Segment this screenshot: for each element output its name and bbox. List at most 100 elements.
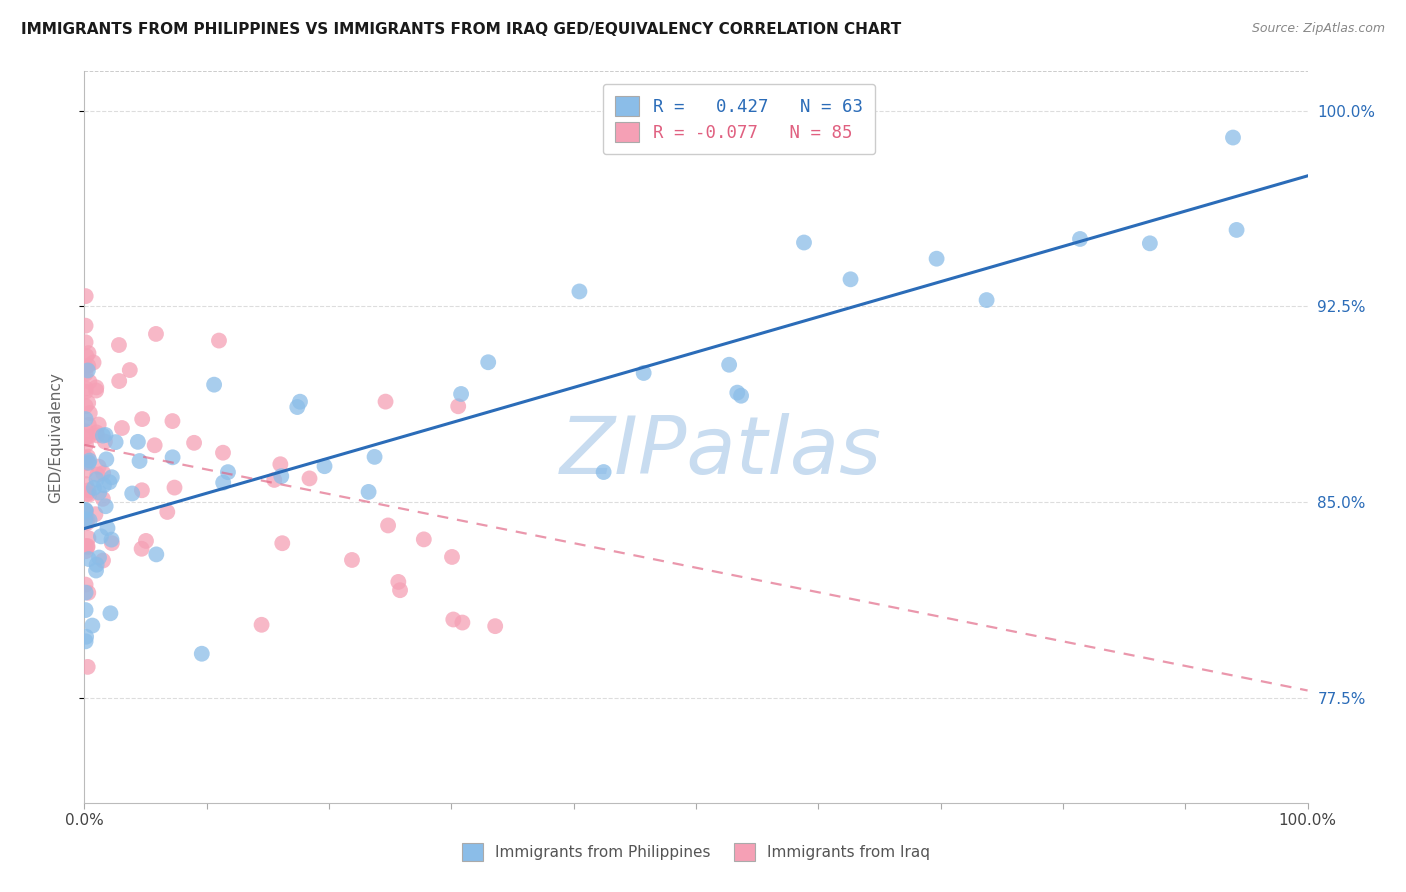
- Point: [793, 235, 815, 250]
- Point: [75, 335, 97, 350]
- Point: [75, 464, 97, 478]
- Point: [86, 428, 108, 442]
- Point: [75, 367, 97, 381]
- Point: [77, 456, 100, 470]
- Point: [75, 318, 97, 333]
- Point: [76, 660, 98, 674]
- Point: [101, 470, 124, 484]
- Point: [484, 619, 506, 633]
- Point: [75, 577, 97, 591]
- Point: [77, 483, 100, 498]
- Point: [96, 452, 118, 467]
- Point: [75, 360, 97, 375]
- Point: [75, 585, 97, 599]
- Point: [730, 389, 752, 403]
- Point: [75, 431, 97, 445]
- Point: [412, 533, 434, 547]
- Point: [314, 459, 336, 474]
- Point: [75, 504, 97, 518]
- Point: [592, 465, 614, 479]
- Point: [75, 539, 97, 553]
- Point: [76, 363, 98, 377]
- Point: [96, 521, 118, 535]
- Point: [86, 425, 108, 440]
- Point: [357, 484, 380, 499]
- Point: [77, 417, 100, 432]
- Point: [363, 450, 385, 464]
- Point: [98, 475, 121, 490]
- Point: [75, 544, 97, 558]
- Point: [75, 456, 97, 470]
- Point: [263, 473, 285, 487]
- Point: [477, 355, 499, 369]
- Point: [288, 394, 311, 409]
- Text: ZIPatlas: ZIPatlas: [560, 413, 882, 491]
- Point: [79, 375, 101, 389]
- Point: [1069, 232, 1091, 246]
- Point: [79, 453, 101, 467]
- Point: [83, 481, 105, 495]
- Point: [202, 377, 225, 392]
- Point: [77, 552, 100, 566]
- Point: [163, 481, 186, 495]
- Point: [447, 399, 470, 413]
- Point: [75, 438, 97, 452]
- Point: [121, 486, 143, 500]
- Point: [91, 428, 114, 442]
- Point: [76, 539, 98, 553]
- Point: [91, 553, 114, 567]
- Point: [377, 518, 399, 533]
- Point: [108, 374, 131, 388]
- Point: [77, 396, 100, 410]
- Point: [83, 355, 105, 369]
- Point: [725, 385, 748, 400]
- Point: [212, 446, 235, 460]
- Point: [91, 491, 114, 506]
- Point: [90, 529, 112, 543]
- Point: [131, 483, 153, 498]
- Point: [84, 380, 107, 394]
- Point: [84, 507, 107, 521]
- Point: [75, 381, 97, 395]
- Point: [340, 553, 363, 567]
- Point: [441, 613, 464, 627]
- Point: [270, 469, 292, 483]
- Point: [75, 349, 97, 363]
- Point: [285, 400, 308, 414]
- Legend: Immigrants from Philippines, Immigrants from Iraq: Immigrants from Philippines, Immigrants …: [454, 836, 938, 868]
- Point: [250, 617, 273, 632]
- Point: [156, 505, 179, 519]
- Point: [77, 346, 100, 360]
- Point: [450, 387, 472, 401]
- Point: [76, 512, 98, 526]
- Point: [131, 541, 153, 556]
- Point: [75, 630, 97, 644]
- Point: [128, 454, 150, 468]
- Point: [212, 475, 235, 490]
- Point: [82, 618, 104, 632]
- Point: [131, 412, 153, 426]
- Point: [86, 558, 108, 572]
- Point: [75, 603, 97, 617]
- Point: [87, 550, 110, 565]
- Point: [568, 285, 591, 299]
- Point: [718, 358, 741, 372]
- Point: [91, 466, 114, 480]
- Point: [269, 457, 291, 471]
- Point: [925, 252, 948, 266]
- Point: [100, 607, 122, 621]
- Point: [75, 507, 97, 521]
- Point: [75, 634, 97, 648]
- Point: [75, 477, 97, 491]
- Point: [208, 334, 231, 348]
- Y-axis label: GED/Equivalency: GED/Equivalency: [49, 372, 63, 502]
- Point: [111, 421, 134, 435]
- Point: [76, 516, 98, 530]
- Point: [77, 450, 100, 464]
- Point: [86, 467, 108, 482]
- Point: [633, 366, 655, 380]
- Point: [217, 465, 239, 479]
- Point: [451, 615, 474, 630]
- Point: [101, 536, 124, 550]
- Point: [298, 471, 321, 485]
